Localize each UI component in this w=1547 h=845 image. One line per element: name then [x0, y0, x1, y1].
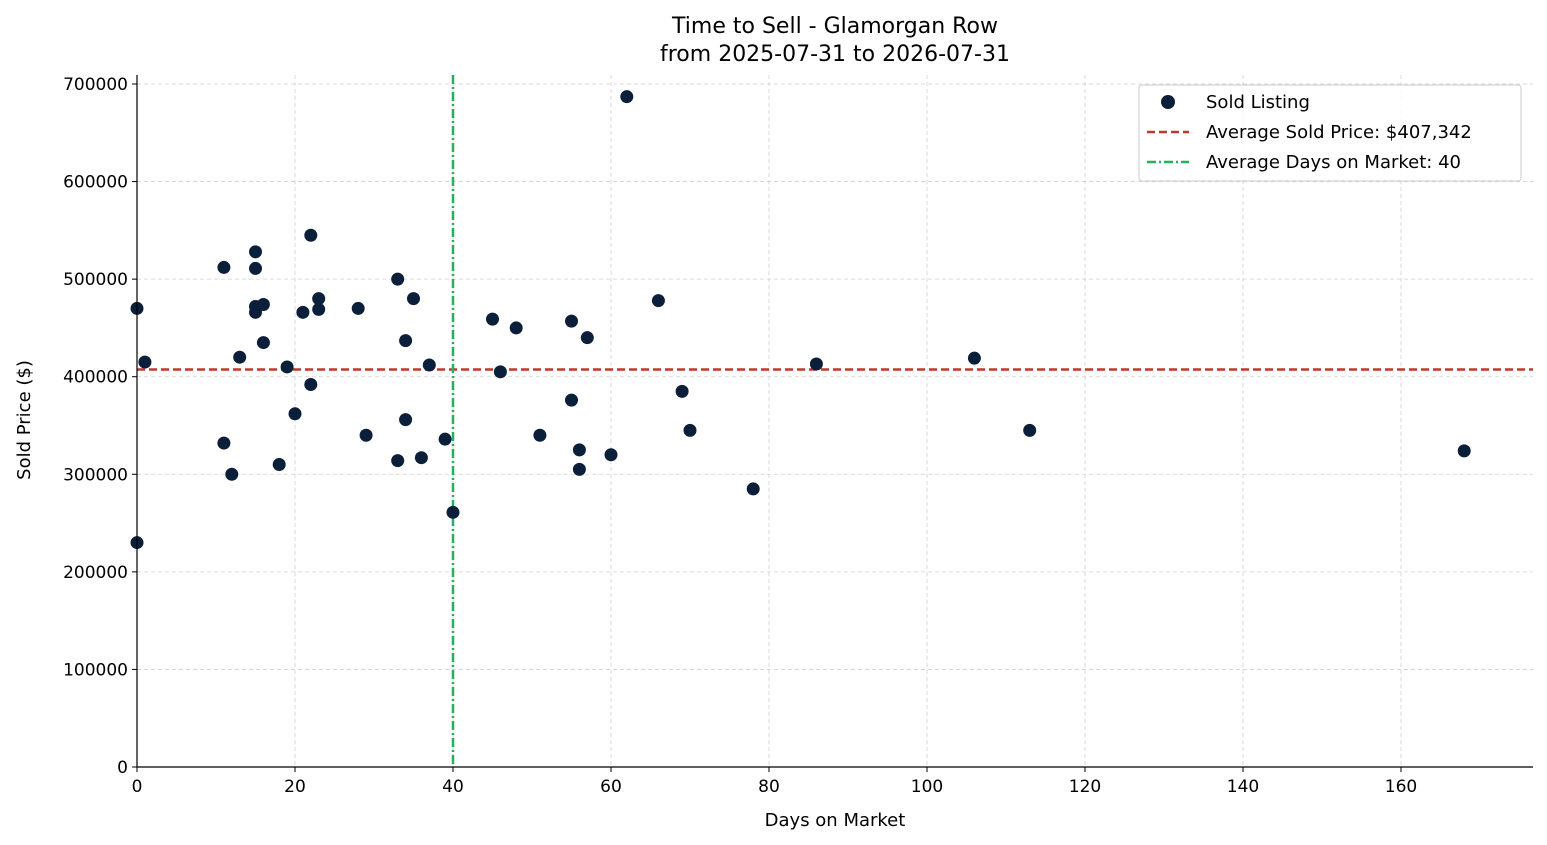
data-point [533, 428, 547, 442]
chart-title: Time to Sell - Glamorgan Row [671, 14, 998, 39]
y-axis-label: Sold Price ($) [14, 360, 35, 480]
data-point [572, 443, 586, 457]
data-point [288, 407, 302, 421]
data-points [130, 90, 1471, 550]
reference-lines [137, 75, 1533, 767]
data-point [809, 357, 823, 371]
axes [136, 75, 1533, 768]
y-tick-label: 200000 [63, 563, 128, 583]
y-tick-label: 100000 [63, 660, 128, 680]
data-point [217, 436, 231, 450]
data-point [651, 294, 665, 308]
data-point [225, 467, 239, 481]
y-tick-label: 600000 [63, 173, 128, 193]
data-point [391, 454, 405, 468]
legend-label-sold-listing: Sold Listing [1206, 92, 1310, 113]
data-point [249, 245, 262, 259]
data-point [604, 448, 618, 462]
data-point [509, 321, 523, 335]
x-tick-label: 20 [284, 777, 306, 797]
data-point [249, 261, 262, 275]
data-point [565, 314, 578, 328]
data-point [407, 292, 420, 306]
data-point [256, 336, 270, 350]
data-point [272, 458, 286, 472]
data-point [572, 462, 586, 476]
data-point [486, 312, 499, 326]
y-tick-label: 0 [117, 758, 128, 778]
data-point [675, 384, 689, 398]
data-point [683, 423, 697, 437]
y-tick-label: 400000 [63, 368, 128, 388]
data-point [312, 292, 326, 306]
x-axis-label: Days on Market [765, 810, 906, 831]
x-tick-label: 0 [132, 777, 143, 797]
data-point [217, 260, 231, 274]
legend-box [1138, 84, 1522, 182]
data-point [280, 360, 294, 374]
data-point [1457, 444, 1471, 458]
chart-subtitle: from 2025-07-31 to 2026-07-31 [660, 42, 1010, 67]
data-point [399, 413, 413, 427]
y-tick-label: 700000 [63, 75, 128, 95]
x-tick-label: 40 [442, 777, 464, 797]
legend-label-average-days: Average Days on Market: 40 [1206, 152, 1461, 173]
x-tick-label: 60 [600, 777, 622, 797]
data-point [138, 355, 152, 369]
y-tick-label: 500000 [63, 270, 128, 290]
data-point [399, 334, 413, 348]
data-point [249, 305, 262, 319]
y-axis-ticks: 0 100000 200000 300000 400000 500000 600000 700… [63, 75, 137, 778]
data-point [312, 302, 326, 316]
data-point [446, 505, 460, 519]
x-axis-ticks: 0 20 40 60 80 100 120 140 160 [132, 767, 1417, 797]
data-point [304, 378, 318, 392]
data-point [304, 228, 318, 242]
data-point [422, 358, 436, 372]
legend-marker-sold-listing [1161, 95, 1175, 109]
data-point [580, 331, 594, 345]
x-tick-label: 120 [1069, 777, 1101, 797]
data-point [359, 428, 373, 442]
data-point [256, 298, 270, 312]
data-point [233, 350, 247, 364]
data-point [967, 351, 981, 365]
grid [137, 75, 1533, 767]
x-tick-label: 160 [1385, 777, 1417, 797]
x-tick-label: 100 [911, 777, 943, 797]
data-point [438, 432, 452, 446]
data-point [1023, 423, 1037, 437]
legend-label-average-sold-price: Average Sold Price: $407,342 [1206, 122, 1472, 143]
data-point [296, 305, 310, 319]
data-point [620, 90, 634, 104]
data-point [565, 393, 578, 407]
x-tick-label: 140 [1227, 777, 1259, 797]
data-point [493, 365, 507, 379]
data-point [351, 301, 365, 315]
x-tick-label: 80 [758, 777, 780, 797]
data-point [746, 482, 760, 496]
legend: Sold Listing Average Sold Price: $407,34… [1138, 84, 1522, 182]
data-point [414, 451, 428, 465]
y-tick-label: 300000 [63, 465, 128, 485]
data-point [391, 272, 405, 286]
